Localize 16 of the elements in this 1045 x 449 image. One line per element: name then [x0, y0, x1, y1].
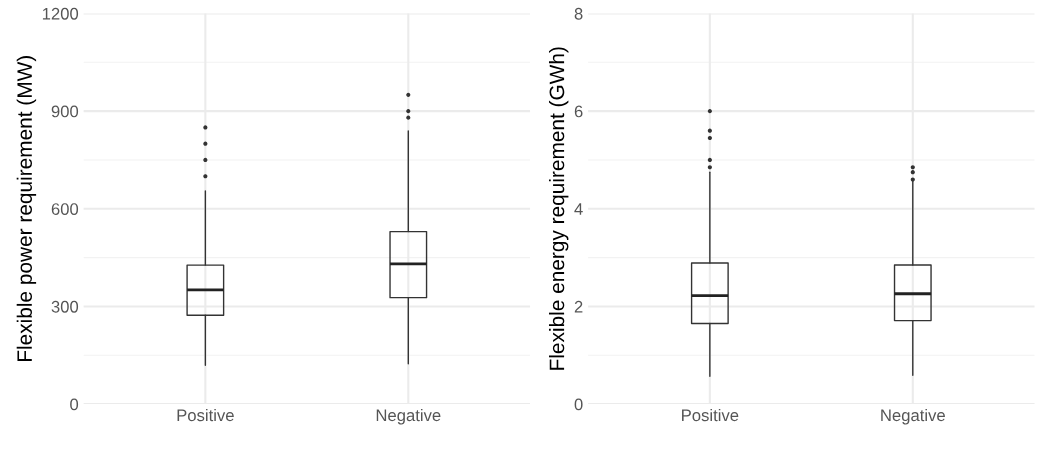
- y-tick-label: 4: [574, 203, 583, 215]
- y-axis-title: Flexible power requirement (MW): [16, 56, 37, 362]
- y-tick-label: 0: [70, 398, 79, 411]
- y-tick-label: 0: [574, 398, 583, 411]
- y-tick-label: 2: [574, 300, 583, 313]
- y-tick-label: 600: [51, 203, 79, 215]
- y-axis-title: Flexible energy requirement (GWh): [548, 47, 569, 370]
- x-tick-label: Negative: [881, 408, 945, 425]
- x-tick-label: Negative: [376, 408, 441, 425]
- y-tick-label: 300: [51, 300, 79, 313]
- y-tick-label: 1200: [42, 7, 79, 20]
- x-tick-label: Positive: [682, 408, 739, 422]
- y-tick-label: 900: [51, 105, 79, 118]
- y-tick-label: 6: [574, 105, 583, 118]
- x-tick-label: Positive: [177, 408, 234, 422]
- y-tick-label: 8: [574, 7, 583, 20]
